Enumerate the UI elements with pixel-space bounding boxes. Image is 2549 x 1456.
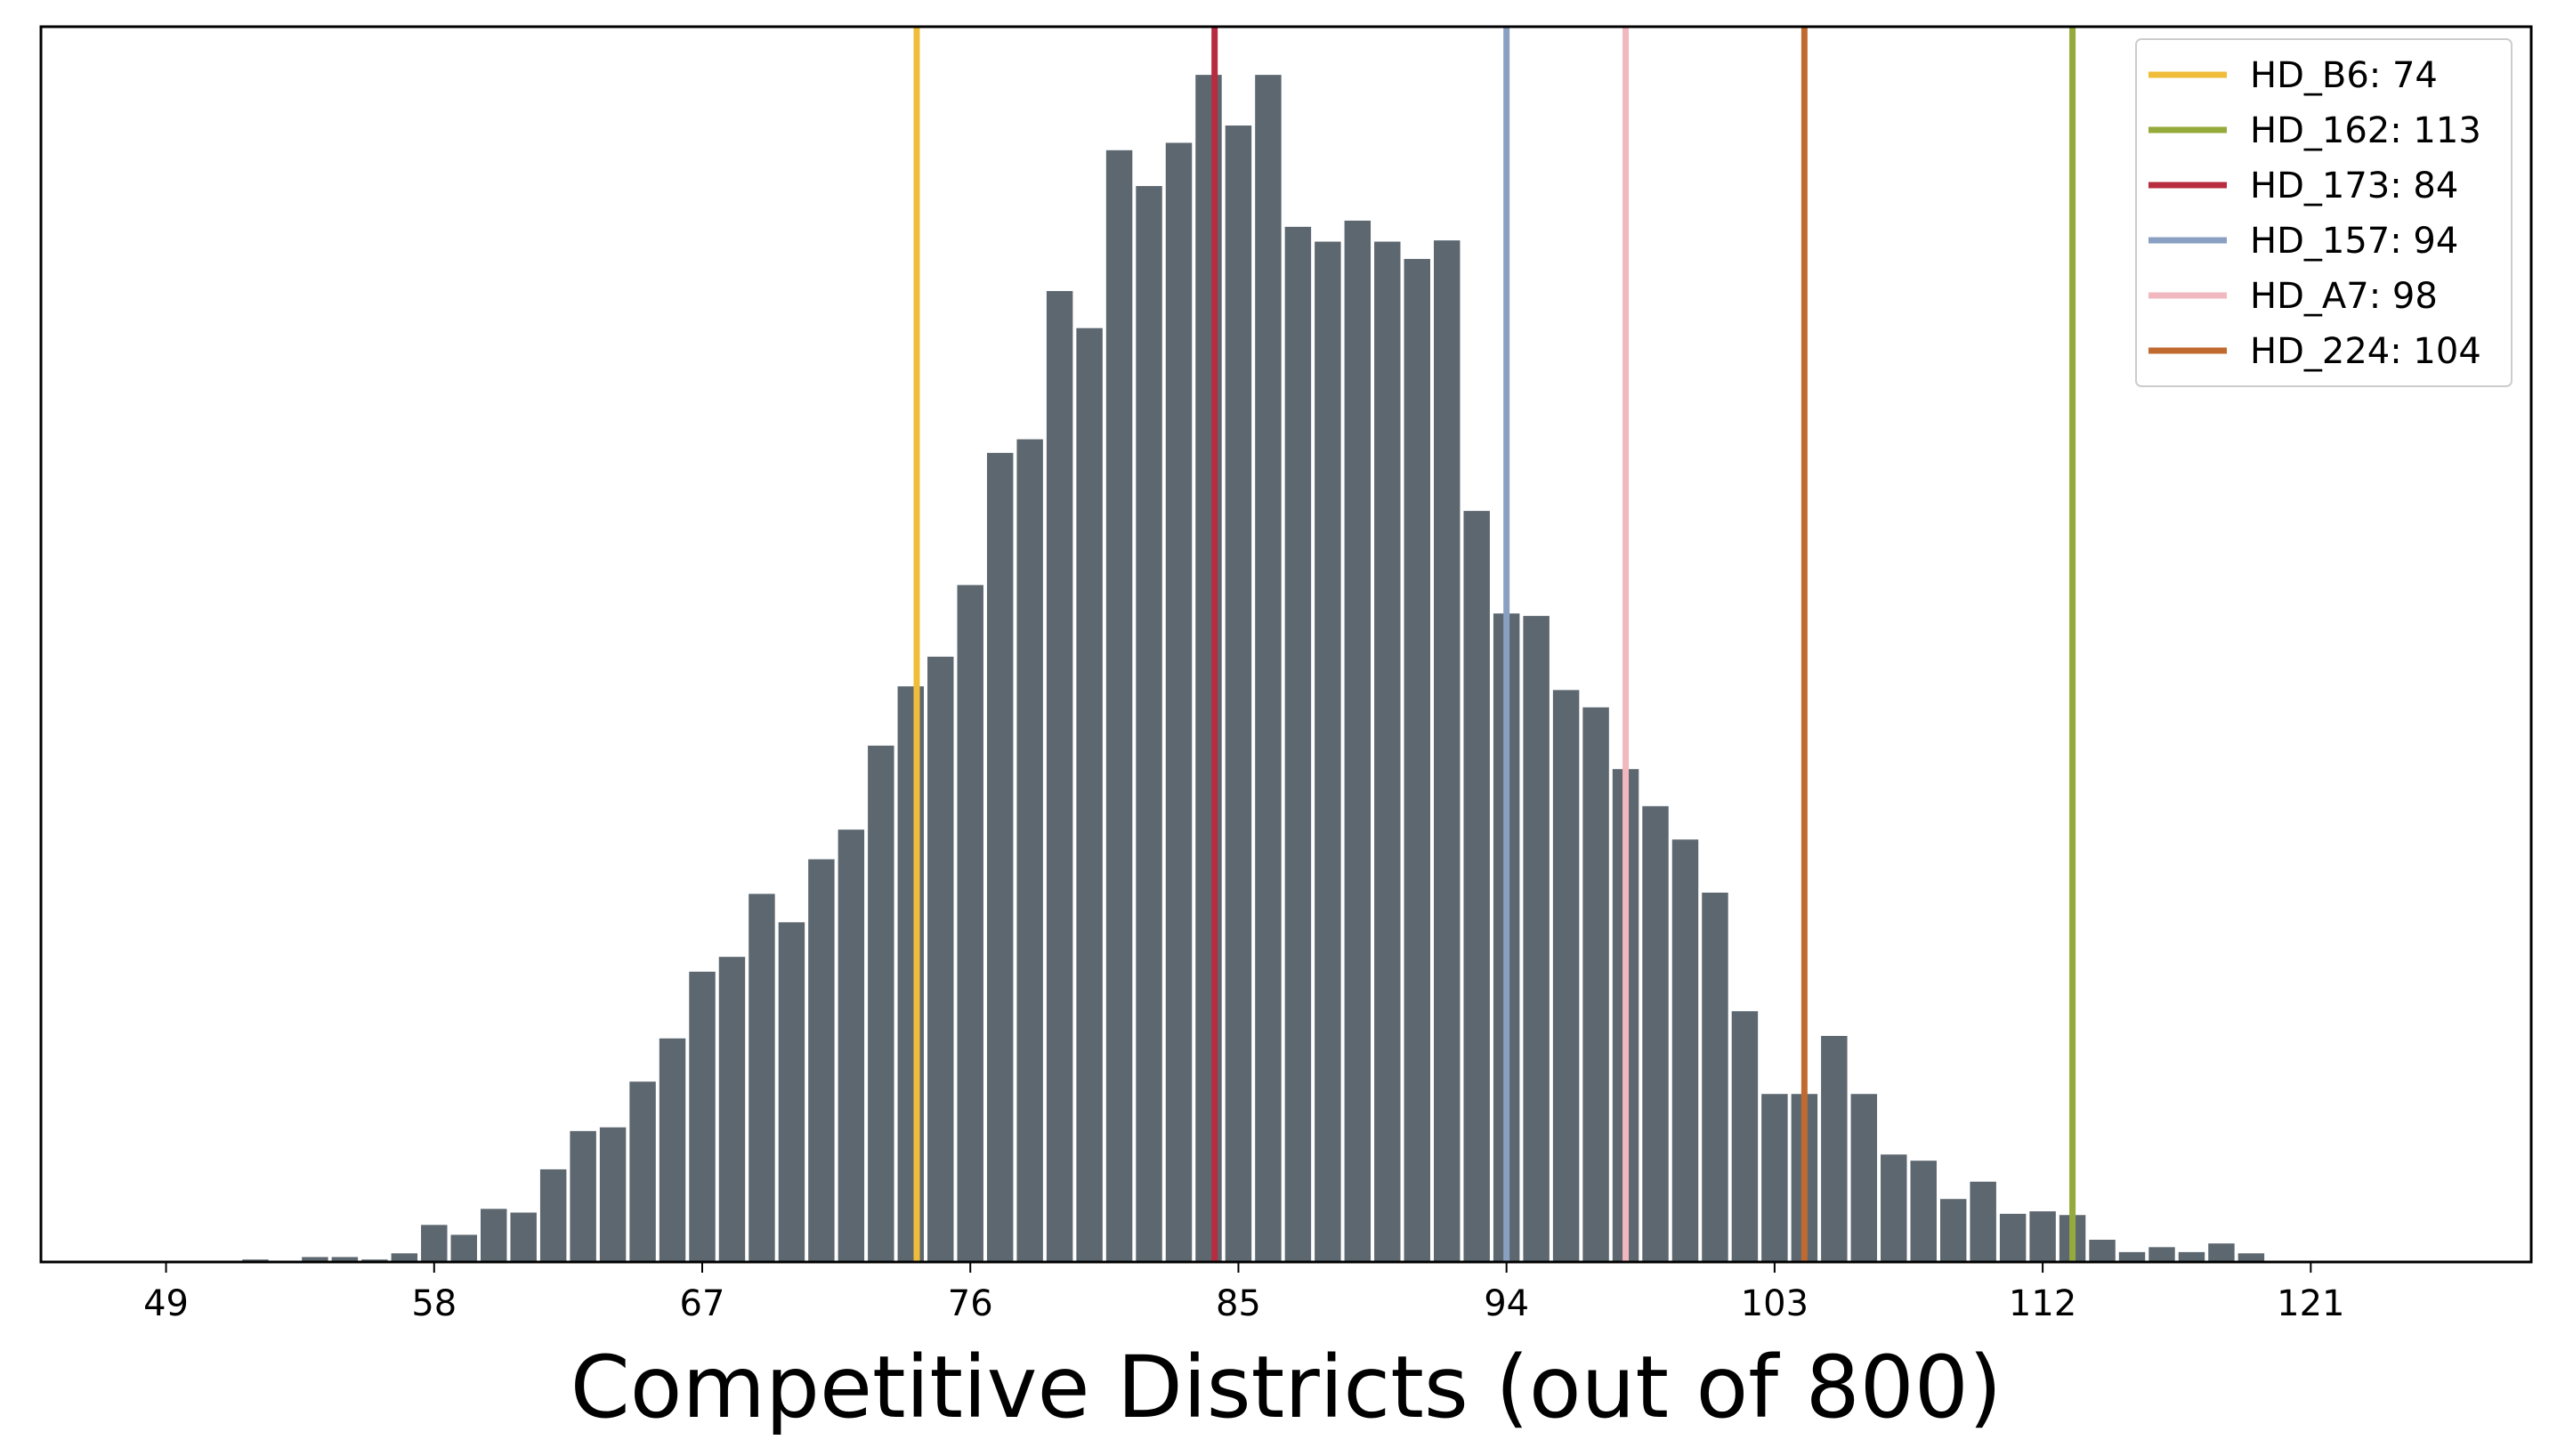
legend-entry-label: HD_224: 104 (2250, 331, 2481, 372)
histogram-bar (1582, 707, 1609, 1262)
reference-lines (913, 27, 2076, 1262)
histogram-bar (1374, 241, 1401, 1263)
histogram-bar (570, 1130, 596, 1262)
histogram-bar (1463, 511, 1490, 1262)
x-tick-label: 49 (143, 1283, 189, 1324)
histogram-bar (659, 1038, 686, 1262)
histogram-bar (481, 1209, 507, 1262)
histogram-bar (1076, 328, 1103, 1262)
histogram-bar (1046, 291, 1073, 1263)
histogram-bar (986, 452, 1014, 1262)
histogram-bar (1344, 220, 1372, 1262)
histogram-bar (1315, 241, 1341, 1263)
histogram-bar (302, 1257, 328, 1262)
histogram-bar (1881, 1154, 1907, 1262)
histogram-bar (1642, 805, 1669, 1262)
histogram-bar (957, 585, 983, 1262)
legend-entry-label: HD_B6: 74 (2250, 55, 2438, 96)
histogram-bars (242, 75, 2265, 1263)
x-tick-label: 76 (948, 1283, 993, 1324)
histogram-bar (1105, 150, 1133, 1262)
x-tick-label: 67 (680, 1283, 725, 1324)
plot-frame (39, 25, 2533, 1264)
histogram-bar (2118, 1251, 2146, 1262)
histogram-bar (510, 1212, 537, 1262)
x-axis-label: Competitive Districts (out of 800) (570, 1338, 2003, 1437)
histogram-bar (1195, 75, 1222, 1263)
histogram-bar (1165, 142, 1193, 1262)
histogram-bar (778, 922, 805, 1262)
histogram-bar (1404, 258, 1430, 1263)
histogram-bar (1225, 125, 1252, 1262)
histogram-bar (1910, 1161, 1937, 1262)
legend-entry-label: HD_A7: 98 (2250, 276, 2438, 317)
legend-entry-label: HD_173: 84 (2250, 166, 2458, 206)
histogram-bar (539, 1169, 567, 1262)
x-tick-label: 103 (1741, 1283, 1809, 1324)
x-tick-label: 121 (2277, 1283, 2344, 1324)
histogram-bar (868, 745, 894, 1262)
histogram-bar (2237, 1253, 2265, 1262)
histogram-bar (2089, 1240, 2116, 1262)
legend-box (2135, 38, 2513, 387)
histogram-bar (599, 1127, 627, 1262)
legend-entry-label: HD_162: 113 (2250, 110, 2481, 151)
histogram-bar (1255, 75, 1282, 1263)
histogram-bar (2208, 1243, 2235, 1262)
x-tick-label: 58 (411, 1283, 457, 1324)
histogram-bar (1821, 1035, 1848, 1262)
histogram-bar (927, 656, 954, 1262)
histogram-bar (1671, 839, 1699, 1262)
histogram-bar (1850, 1094, 1878, 1262)
histogram-bar (1136, 186, 1162, 1262)
histogram-bar (1552, 690, 1580, 1262)
histogram-bar (2029, 1211, 2056, 1262)
histogram-bar (391, 1253, 418, 1262)
histogram-bar (689, 971, 716, 1262)
histogram-bar (808, 859, 835, 1262)
histogram-bar (331, 1257, 359, 1262)
x-tick-label: 112 (2009, 1283, 2076, 1324)
histogram-bar (629, 1081, 656, 1262)
x-tick-label: 94 (1484, 1283, 1529, 1324)
histogram-bar (1761, 1094, 1788, 1262)
x-tick-label: 85 (1216, 1283, 1261, 1324)
histogram-bar (1284, 226, 1312, 1263)
histogram-bar (1523, 616, 1550, 1262)
histogram-bar (897, 686, 925, 1262)
histogram-bar (1016, 439, 1043, 1262)
histogram-bar (749, 894, 775, 1262)
x-axis-ticks: 49 58 67 76 85 94 103 112 121 (143, 1262, 2345, 1324)
histogram-bar (1434, 240, 1461, 1262)
histogram-bar (2148, 1247, 2175, 1262)
histogram-bar (421, 1225, 448, 1262)
histogram-bar (2178, 1251, 2205, 1262)
histogram-bar (718, 957, 746, 1262)
histogram-bar (1970, 1181, 1996, 1262)
histogram-bar (1999, 1213, 2027, 1262)
histogram-bar (1702, 892, 1728, 1262)
histogram-bar (838, 829, 865, 1262)
legend-entry-label: HD_157: 94 (2250, 221, 2458, 262)
legend: HD_B6: 74 HD_162: 113 HD_173: 84 HD_157: 94… (2135, 38, 2513, 387)
histogram-bar (1731, 1011, 1759, 1262)
histogram-bar (1939, 1199, 1967, 1262)
histogram-bar (450, 1234, 477, 1262)
